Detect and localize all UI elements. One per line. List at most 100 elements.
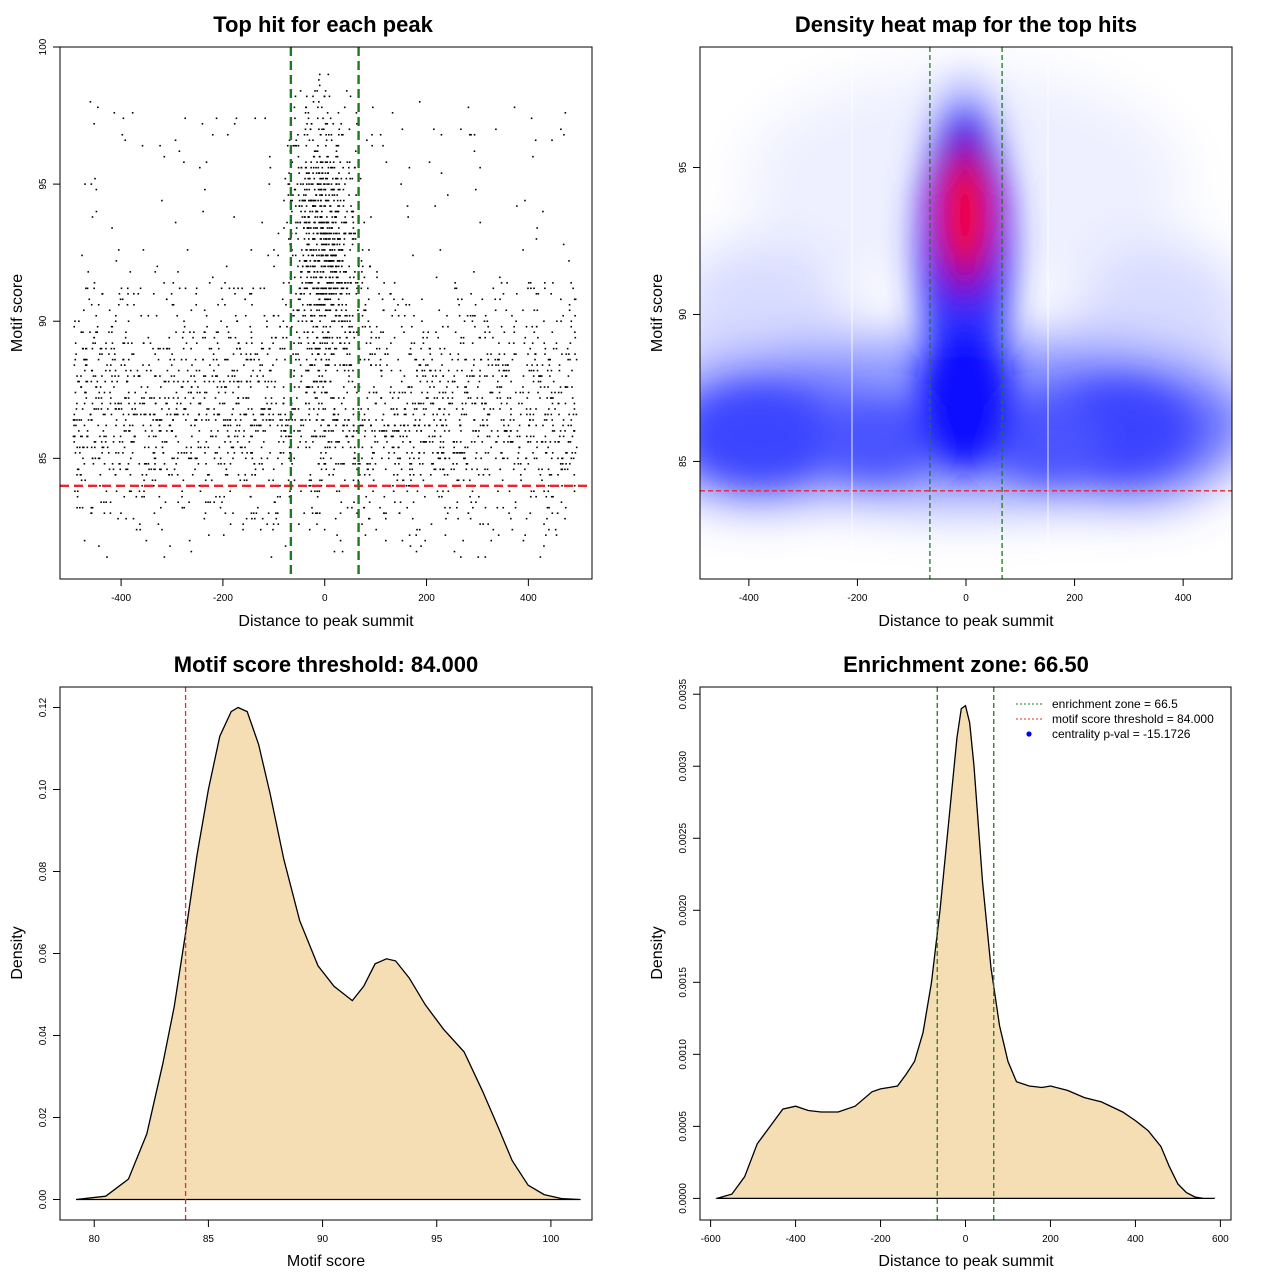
scatter-point [475,452,478,454]
scatter-point [251,473,253,476]
scatter-point [184,408,187,410]
scatter-point [556,320,558,323]
scatter-point [501,375,504,377]
scatter-point [302,199,305,202]
scatter-point [204,375,207,377]
scatter-point [323,303,326,306]
scatter-point [442,441,445,443]
scatter-point [338,314,340,317]
scatter-point [422,336,424,339]
scatter-point [496,380,499,383]
scatter-point [177,501,179,504]
scatter-point [440,424,443,427]
scatter-point [456,369,459,372]
scatter-point [438,391,441,394]
scatter-point [319,276,321,279]
scatter-point [183,452,186,454]
scatter-point [316,397,318,399]
scatter-point [103,391,106,394]
scatter-point [308,271,311,273]
scatter-point [74,391,77,394]
scatter-point [300,166,303,169]
scatter-point [568,309,571,312]
scatter-point [557,441,560,443]
scatter-point [233,216,235,218]
scatter-point [549,441,552,443]
scatter-point [562,314,564,317]
scatter-point [223,386,226,388]
scatter-point [464,446,466,449]
scatter-point [108,468,111,471]
scatter-point [242,397,245,399]
scatter-point [96,331,99,333]
scatter-point [112,468,115,471]
scatter-point [285,419,288,421]
scatter-point [301,249,303,251]
scatter-point [371,144,374,147]
scatter-point [177,413,179,416]
scatter-point [321,331,324,333]
scatter-point [258,463,261,465]
scatter-point [310,320,313,323]
scatter-point [370,336,373,339]
scatter-point [264,117,266,120]
scatter-point [331,342,334,344]
scatter-point [245,353,248,355]
scatter-point [323,238,325,240]
scatter-point [326,216,328,218]
scatter-point [117,408,120,410]
scatter-point [316,523,318,525]
scatter-point [249,293,251,295]
scatter-point [321,221,323,224]
scatter-point [99,473,102,476]
scatter-point [425,441,427,443]
legend: enrichment zone = 66.5 motif score thres… [1016,697,1214,741]
scatter-point [335,254,337,257]
scatter-point [333,199,335,202]
scatter-point [529,347,532,350]
scatter-point [113,353,116,355]
scatter-point [562,419,565,421]
scatter-point [113,435,115,438]
scatter-point [410,342,413,344]
scatter-point [123,495,126,498]
heatmap-y-tick-label: 85 [678,455,689,467]
scatter-point [497,534,500,536]
scatter-point [298,336,301,339]
scatter-point [114,369,117,372]
scatter-point [341,550,344,553]
scatter-point [272,479,274,482]
scatter-point [181,386,184,388]
scatter-point [338,320,340,323]
scatter-point [497,435,499,438]
scatter-point [344,314,346,317]
scatter-point [473,271,475,273]
scatter-point [272,314,275,317]
scatter-point [357,309,359,312]
scatter-point [333,408,336,410]
scatter-point [316,271,319,273]
scatter-point [355,112,358,114]
scatter-point [457,358,459,361]
scatter-point [332,122,335,125]
scatter-point [333,243,336,246]
scatter-point [344,408,347,410]
scatter-point [282,402,285,405]
scatter-point [112,441,115,443]
scatter-point [452,452,455,454]
scatter-point [213,501,215,504]
scatter-point [318,369,321,372]
scatter-point [562,435,565,438]
scatter-point [177,397,179,399]
scatter-point [111,342,114,344]
scatter-point [331,271,334,273]
scatter-point [492,375,494,377]
scatter-point [331,260,334,262]
scatter-point [315,303,317,306]
scatter-point [307,265,309,268]
scatter-point [250,249,253,251]
scatter-point [260,424,262,427]
scatter-point [363,419,366,421]
scatter-point [448,457,451,460]
scatter-point [257,430,259,432]
